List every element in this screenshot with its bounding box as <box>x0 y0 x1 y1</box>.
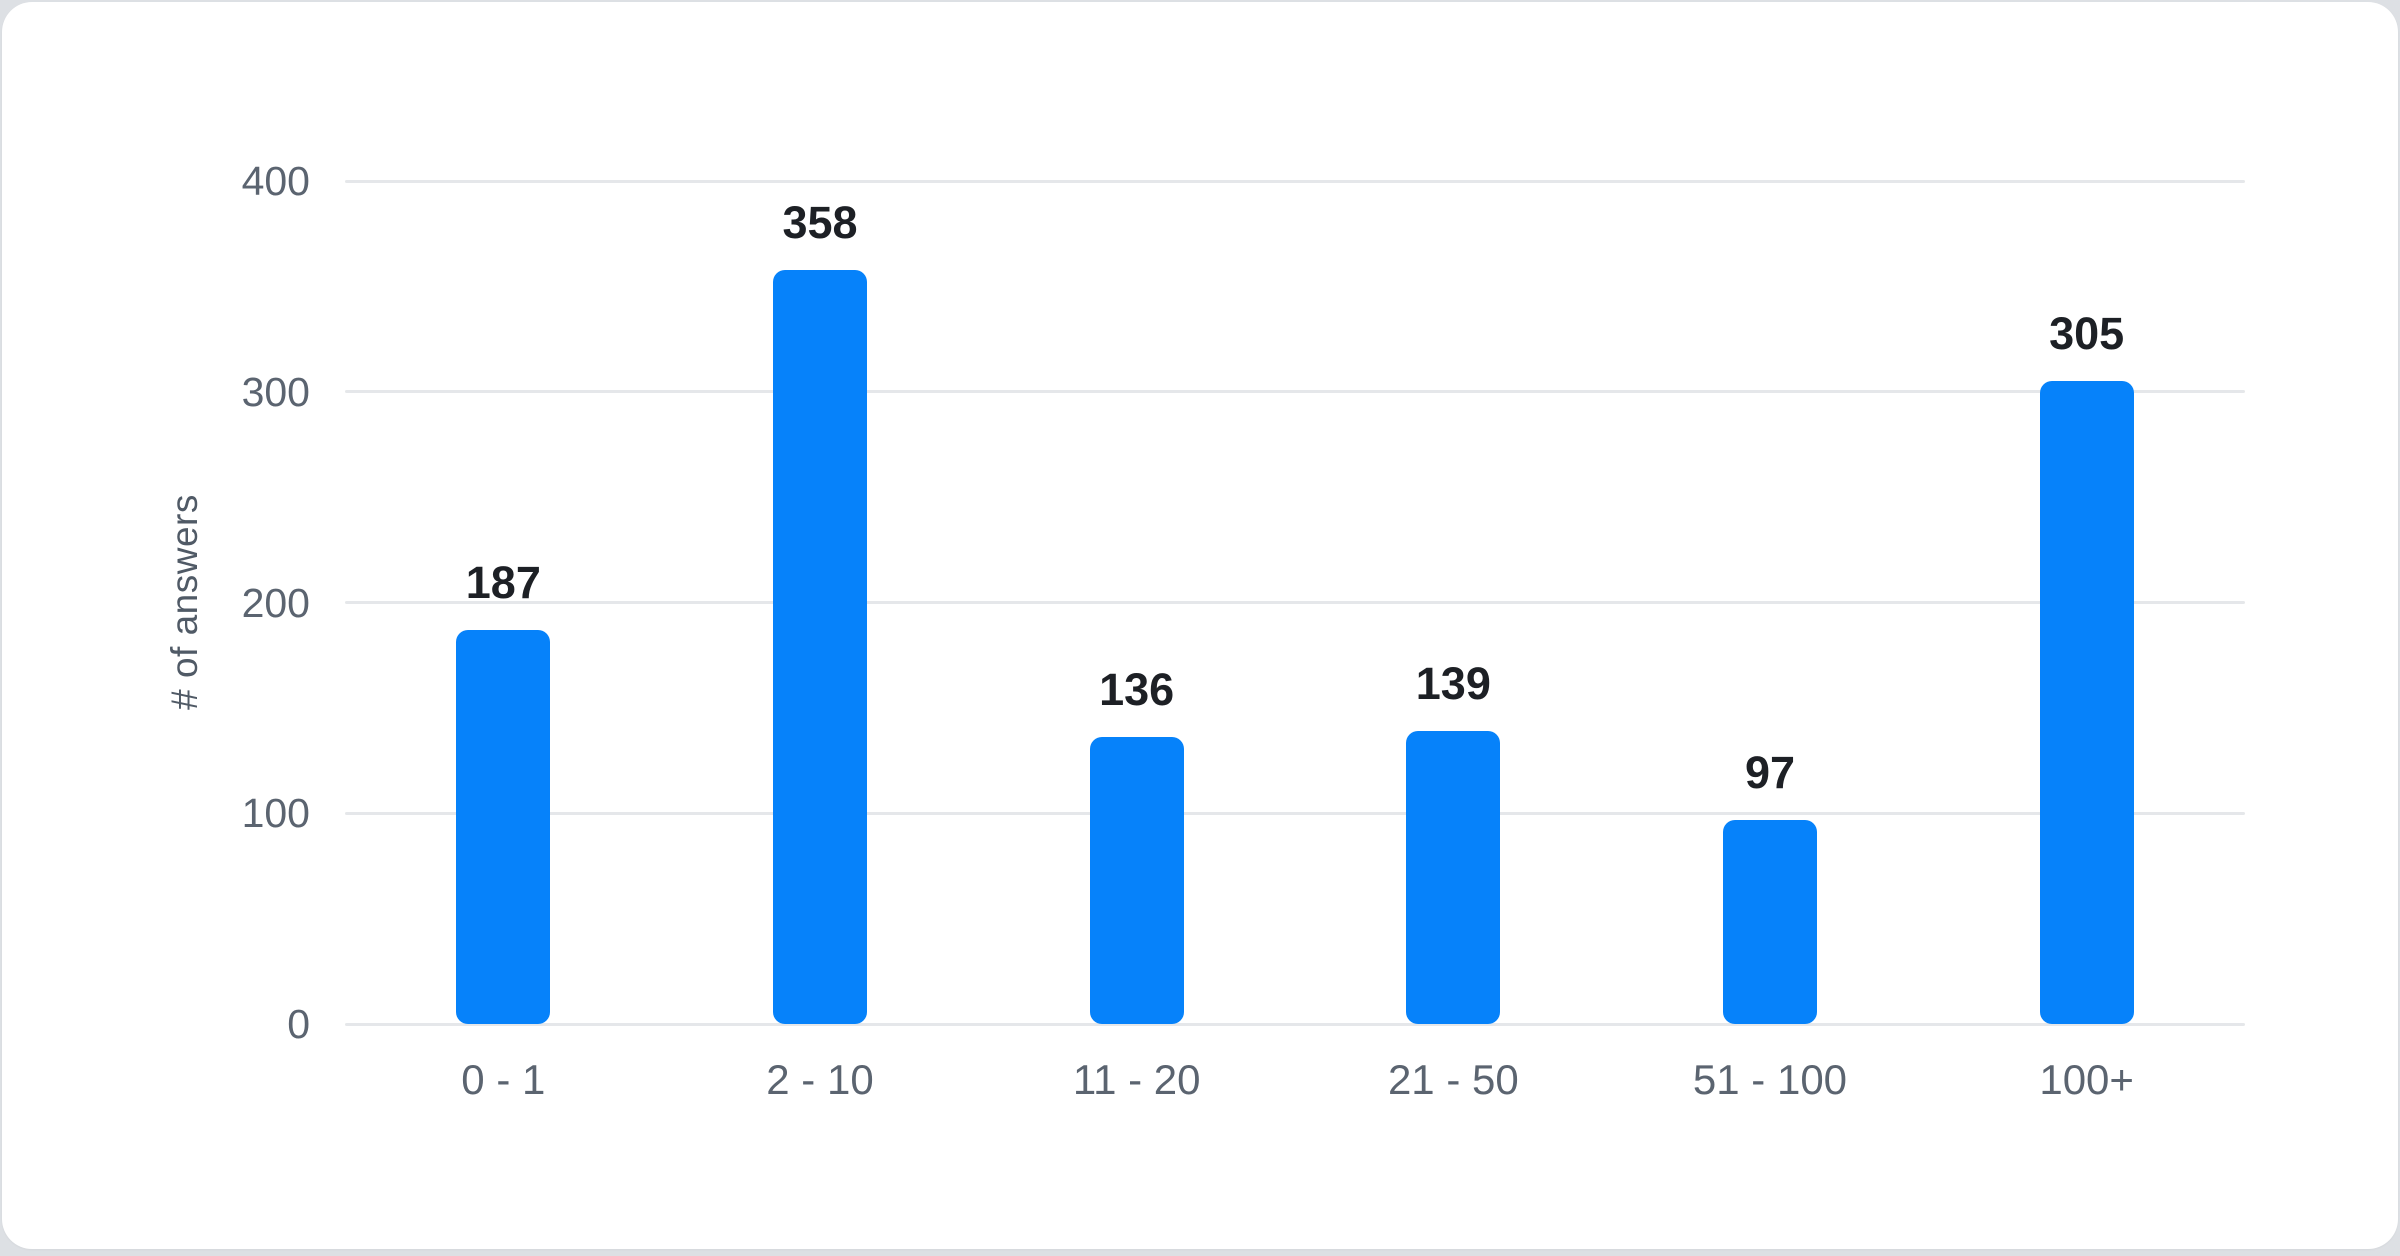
y-tick-label-300: 300 <box>241 368 310 415</box>
bar-21 - 50 <box>1406 731 1501 1024</box>
x-category-label: 100+ <box>2039 1056 2134 1103</box>
x-category-label: 2 - 10 <box>766 1056 874 1103</box>
x-category-label: 21 - 50 <box>1387 1056 1519 1103</box>
bar-0 - 1 <box>456 630 551 1024</box>
bar-value-label: 139 <box>1415 658 1491 709</box>
bar-value-label: 97 <box>1744 747 1796 798</box>
bar-value-label: 187 <box>465 557 541 608</box>
bar-column-2 - 10: 358 <box>662 181 979 1024</box>
bar-column-100+: 305 <box>1928 181 2245 1024</box>
gridline-400 <box>345 179 2245 183</box>
plot-area: 187 358 136 139 97 305 <box>345 179 2245 1026</box>
bar-column-21 - 50: 139 <box>1295 181 1612 1024</box>
gridline-100 <box>345 811 2245 815</box>
y-tick-label-400: 400 <box>241 158 310 204</box>
bar-11 - 20 <box>1089 737 1184 1024</box>
bar-value-label: 358 <box>782 197 858 248</box>
y-tick-label-100: 100 <box>241 790 310 837</box>
bar-column-11 - 20: 136 <box>978 181 1295 1024</box>
x-category-label: 0 - 1 <box>461 1056 546 1103</box>
gridline-0 <box>345 1022 2245 1026</box>
x-category-label: 51 - 100 <box>1692 1056 1848 1103</box>
bar-value-label: 136 <box>1099 664 1175 715</box>
bar-2 - 10 <box>772 270 867 1024</box>
bar-column-51 - 100: 97 <box>1612 181 1929 1024</box>
y-tick-label-0: 0 <box>287 1001 310 1047</box>
x-category-label: 11 - 20 <box>1072 1056 1201 1103</box>
y-tick-label-200: 200 <box>241 579 310 626</box>
bar-51 - 100 <box>1722 820 1817 1024</box>
gridline-300 <box>345 390 2245 394</box>
gridline-200 <box>345 601 2245 604</box>
bar-100+ <box>2039 381 2134 1024</box>
bar-column-0 - 1: 187 <box>345 181 662 1024</box>
bar-value-label: 305 <box>2049 308 2125 359</box>
